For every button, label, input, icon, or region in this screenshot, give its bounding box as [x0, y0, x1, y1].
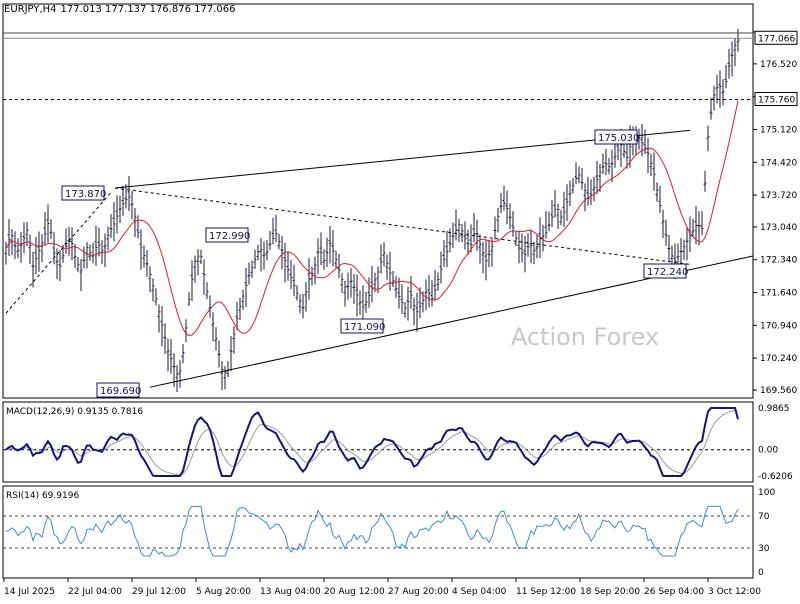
- price-annotation-label: 173.870: [65, 189, 106, 200]
- macd-panel[interactable]: MACD(12,26,9) 0.9135 0.7816: [3, 407, 753, 477]
- time-tick-label: 14 Jul 2025: [4, 587, 55, 597]
- time-tick-label: 11 Sep 12:00: [516, 587, 576, 597]
- symbol-info: EURJPY,H4 177.013 177.137 176.876 177.066: [4, 4, 235, 15]
- rsi-tick-label: 100: [758, 488, 775, 498]
- price-frame: [2, 3, 754, 399]
- rsi-line: [5, 505, 739, 557]
- time-tick-label: 29 Jul 12:00: [132, 587, 186, 597]
- price-panel[interactable]: 173.870 172.990 169.690 171.090 175.030 172.2…: [3, 28, 754, 398]
- price-tick-label: 170.240: [760, 354, 797, 364]
- current-price-label: 177.066: [758, 34, 795, 44]
- price-tick-label: 169.560: [760, 386, 797, 396]
- price-annotation-box: [340, 318, 384, 334]
- macd-main-line: [5, 407, 739, 477]
- time-tick-label: 3 Oct 12:00: [708, 587, 761, 597]
- dotted-trendline: [114, 187, 691, 265]
- price-tick-label: 176.520: [760, 60, 797, 70]
- rsi-tick-label: 0: [758, 568, 764, 578]
- rsi-frame: [2, 485, 754, 579]
- price-annotation-label: 171.090: [344, 322, 385, 333]
- macd-tick-label: 0.9865: [758, 404, 790, 414]
- price-tick-label: 174.420: [760, 158, 797, 168]
- price-tick-label: 173.040: [760, 223, 797, 233]
- current-price-badge: [754, 30, 798, 45]
- time-tick-label: 5 Aug 20:00: [196, 587, 251, 597]
- support-price-label: 175.760: [758, 95, 795, 105]
- time-tick-label: 26 Sep 04:00: [644, 587, 704, 597]
- price-annotation-label: 172.990: [209, 231, 250, 242]
- price-tick-label: 171.640: [760, 289, 797, 299]
- price-annotation-box: [594, 129, 638, 145]
- macd-tick-label: -0.6206: [758, 472, 793, 482]
- rsi-tick-label: 70: [758, 512, 770, 522]
- time-tick-label: 27 Aug 20:00: [388, 587, 449, 597]
- time-tick-label: 4 Sep 04:00: [452, 587, 507, 597]
- dotted-rise-line: [5, 190, 113, 314]
- rsi-tick-label: 30: [758, 544, 770, 554]
- watermark-text: Action Forex: [511, 323, 659, 351]
- macd-signal-line: [5, 409, 739, 476]
- macd-tick-label: 0.00: [758, 446, 778, 456]
- support-price-badge: [754, 91, 798, 106]
- price-annotation-label: 175.030: [598, 133, 639, 144]
- time-tick-label: 13 Aug 04:00: [260, 587, 321, 597]
- price-annotation-label: 172.240: [647, 267, 688, 278]
- price-annotation-box: [96, 382, 140, 398]
- time-tick-label: 22 Jul 04:00: [68, 587, 122, 597]
- price-annotation-box: [205, 227, 249, 243]
- upper-trendline: [114, 129, 691, 189]
- price-tick-label: 172.340: [760, 256, 797, 266]
- price-tick-label: 170.940: [760, 321, 797, 331]
- price-annotation-box: [643, 263, 687, 279]
- price-annotation-box: [61, 185, 105, 201]
- macd-title: MACD(12,26,9) 0.9135 0.7816: [6, 407, 143, 417]
- rsi-panel[interactable]: RSI(14) 69.9196: [3, 491, 753, 557]
- macd-frame: [2, 401, 754, 483]
- rsi-title: RSI(14) 69.9196: [6, 491, 79, 501]
- axes: 169.560 170.240 170.940 171.640 172.340 173.0…: [3, 30, 798, 597]
- time-tick-label: 18 Sep 20:00: [580, 587, 640, 597]
- price-tick-label: 173.720: [760, 191, 797, 201]
- price-annotation-label: 169.690: [100, 386, 141, 397]
- time-tick-label: 20 Aug 12:00: [324, 587, 385, 597]
- price-tick-label: 175.120: [760, 125, 797, 135]
- moving-average-line: [5, 100, 739, 336]
